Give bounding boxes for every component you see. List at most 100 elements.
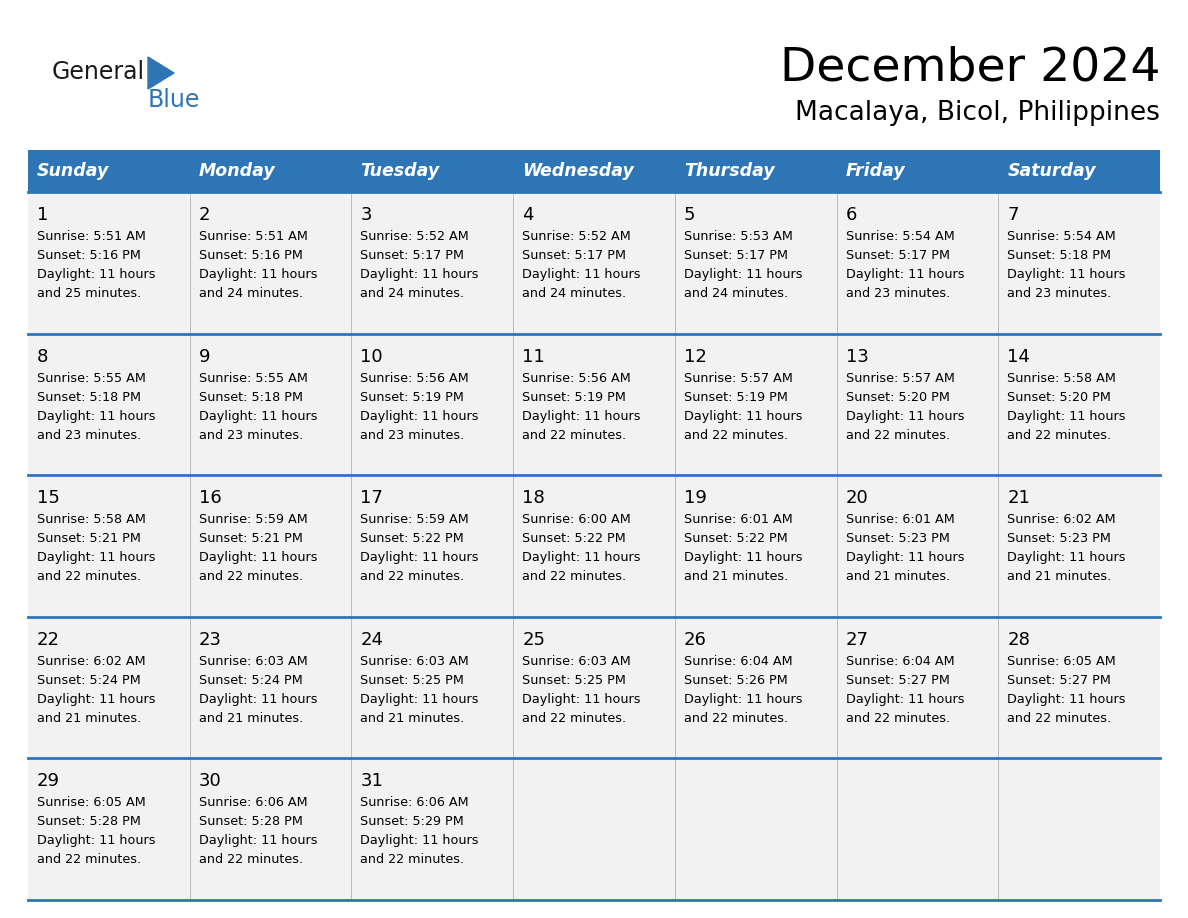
Text: Sunrise: 6:01 AM: Sunrise: 6:01 AM — [684, 513, 792, 526]
Text: Sunrise: 5:52 AM: Sunrise: 5:52 AM — [523, 230, 631, 243]
Bar — [190, 758, 352, 900]
Bar — [29, 192, 190, 333]
Bar — [675, 617, 836, 758]
Text: Sunrise: 5:55 AM: Sunrise: 5:55 AM — [198, 372, 308, 385]
Bar — [29, 758, 190, 900]
Text: 23: 23 — [198, 631, 222, 649]
Text: 6: 6 — [846, 206, 857, 224]
Text: and 22 minutes.: and 22 minutes. — [37, 854, 141, 867]
Text: Sunset: 5:29 PM: Sunset: 5:29 PM — [360, 815, 465, 828]
Text: 14: 14 — [1007, 348, 1030, 365]
Bar — [29, 476, 190, 617]
Bar — [675, 333, 836, 476]
Text: 20: 20 — [846, 489, 868, 508]
Text: 11: 11 — [523, 348, 545, 365]
Text: Sunset: 5:19 PM: Sunset: 5:19 PM — [523, 390, 626, 404]
Text: Sunset: 5:17 PM: Sunset: 5:17 PM — [523, 249, 626, 262]
Text: 4: 4 — [523, 206, 533, 224]
Text: 21: 21 — [1007, 489, 1030, 508]
Text: Sunset: 5:26 PM: Sunset: 5:26 PM — [684, 674, 788, 687]
Text: 24: 24 — [360, 631, 384, 649]
Text: and 21 minutes.: and 21 minutes. — [37, 711, 141, 725]
Text: and 24 minutes.: and 24 minutes. — [198, 287, 303, 300]
Text: Sunset: 5:19 PM: Sunset: 5:19 PM — [684, 390, 788, 404]
Text: and 21 minutes.: and 21 minutes. — [360, 711, 465, 725]
Text: Sunset: 5:27 PM: Sunset: 5:27 PM — [1007, 674, 1111, 687]
Text: Sunrise: 6:03 AM: Sunrise: 6:03 AM — [523, 655, 631, 667]
Text: Daylight: 11 hours: Daylight: 11 hours — [360, 693, 479, 706]
Text: Sunset: 5:18 PM: Sunset: 5:18 PM — [37, 390, 141, 404]
Text: Daylight: 11 hours: Daylight: 11 hours — [846, 693, 965, 706]
Bar — [836, 333, 998, 476]
Bar — [998, 758, 1159, 900]
Text: Daylight: 11 hours: Daylight: 11 hours — [198, 693, 317, 706]
Text: Daylight: 11 hours: Daylight: 11 hours — [684, 268, 802, 281]
Text: Daylight: 11 hours: Daylight: 11 hours — [684, 551, 802, 565]
Text: Sunset: 5:18 PM: Sunset: 5:18 PM — [1007, 249, 1111, 262]
Text: Sunrise: 6:05 AM: Sunrise: 6:05 AM — [37, 797, 146, 810]
Text: Daylight: 11 hours: Daylight: 11 hours — [198, 409, 317, 422]
Text: 7: 7 — [1007, 206, 1019, 224]
Bar — [836, 192, 998, 333]
Bar — [29, 150, 190, 192]
Bar — [352, 476, 513, 617]
Text: Sunrise: 6:04 AM: Sunrise: 6:04 AM — [684, 655, 792, 667]
Text: Sunset: 5:24 PM: Sunset: 5:24 PM — [198, 674, 303, 687]
Text: Sunrise: 5:53 AM: Sunrise: 5:53 AM — [684, 230, 792, 243]
Text: and 22 minutes.: and 22 minutes. — [523, 570, 626, 583]
Text: 3: 3 — [360, 206, 372, 224]
Text: Saturday: Saturday — [1007, 162, 1095, 180]
Text: Sunrise: 6:03 AM: Sunrise: 6:03 AM — [360, 655, 469, 667]
Text: Daylight: 11 hours: Daylight: 11 hours — [360, 409, 479, 422]
Text: Daylight: 11 hours: Daylight: 11 hours — [846, 551, 965, 565]
Text: Sunrise: 5:51 AM: Sunrise: 5:51 AM — [198, 230, 308, 243]
Text: Friday: Friday — [846, 162, 905, 180]
Text: Daylight: 11 hours: Daylight: 11 hours — [523, 693, 640, 706]
Text: Sunset: 5:22 PM: Sunset: 5:22 PM — [360, 532, 465, 545]
Text: Daylight: 11 hours: Daylight: 11 hours — [523, 409, 640, 422]
Text: and 23 minutes.: and 23 minutes. — [37, 429, 141, 442]
Bar — [998, 476, 1159, 617]
Text: Sunrise: 6:02 AM: Sunrise: 6:02 AM — [1007, 513, 1116, 526]
Text: 17: 17 — [360, 489, 384, 508]
Text: and 22 minutes.: and 22 minutes. — [523, 711, 626, 725]
Text: Daylight: 11 hours: Daylight: 11 hours — [846, 409, 965, 422]
Text: 5: 5 — [684, 206, 695, 224]
Text: Sunrise: 6:06 AM: Sunrise: 6:06 AM — [360, 797, 469, 810]
Bar — [675, 150, 836, 192]
Text: Daylight: 11 hours: Daylight: 11 hours — [360, 834, 479, 847]
Text: and 21 minutes.: and 21 minutes. — [684, 570, 788, 583]
Text: and 23 minutes.: and 23 minutes. — [1007, 287, 1112, 300]
Text: 30: 30 — [198, 772, 221, 790]
Text: Sunrise: 5:56 AM: Sunrise: 5:56 AM — [360, 372, 469, 385]
Text: and 24 minutes.: and 24 minutes. — [684, 287, 788, 300]
Text: 25: 25 — [523, 631, 545, 649]
Text: Sunrise: 5:59 AM: Sunrise: 5:59 AM — [360, 513, 469, 526]
Text: Daylight: 11 hours: Daylight: 11 hours — [37, 834, 156, 847]
Text: Daylight: 11 hours: Daylight: 11 hours — [684, 409, 802, 422]
Text: Wednesday: Wednesday — [523, 162, 634, 180]
Bar — [352, 333, 513, 476]
Text: Daylight: 11 hours: Daylight: 11 hours — [846, 268, 965, 281]
Text: Sunrise: 5:58 AM: Sunrise: 5:58 AM — [37, 513, 146, 526]
Text: 28: 28 — [1007, 631, 1030, 649]
Bar — [675, 758, 836, 900]
Text: Sunset: 5:16 PM: Sunset: 5:16 PM — [37, 249, 141, 262]
Text: and 22 minutes.: and 22 minutes. — [360, 854, 465, 867]
Text: and 23 minutes.: and 23 minutes. — [360, 429, 465, 442]
Text: 8: 8 — [37, 348, 49, 365]
Bar — [352, 758, 513, 900]
Text: and 23 minutes.: and 23 minutes. — [846, 287, 950, 300]
Bar — [675, 192, 836, 333]
Bar — [513, 758, 675, 900]
Text: and 22 minutes.: and 22 minutes. — [1007, 711, 1112, 725]
Bar — [998, 617, 1159, 758]
Text: Sunrise: 5:54 AM: Sunrise: 5:54 AM — [846, 230, 954, 243]
Bar — [513, 476, 675, 617]
Text: Daylight: 11 hours: Daylight: 11 hours — [1007, 268, 1126, 281]
Text: Sunset: 5:17 PM: Sunset: 5:17 PM — [360, 249, 465, 262]
Bar — [513, 617, 675, 758]
Polygon shape — [148, 57, 173, 89]
Bar — [352, 192, 513, 333]
Text: Sunset: 5:19 PM: Sunset: 5:19 PM — [360, 390, 465, 404]
